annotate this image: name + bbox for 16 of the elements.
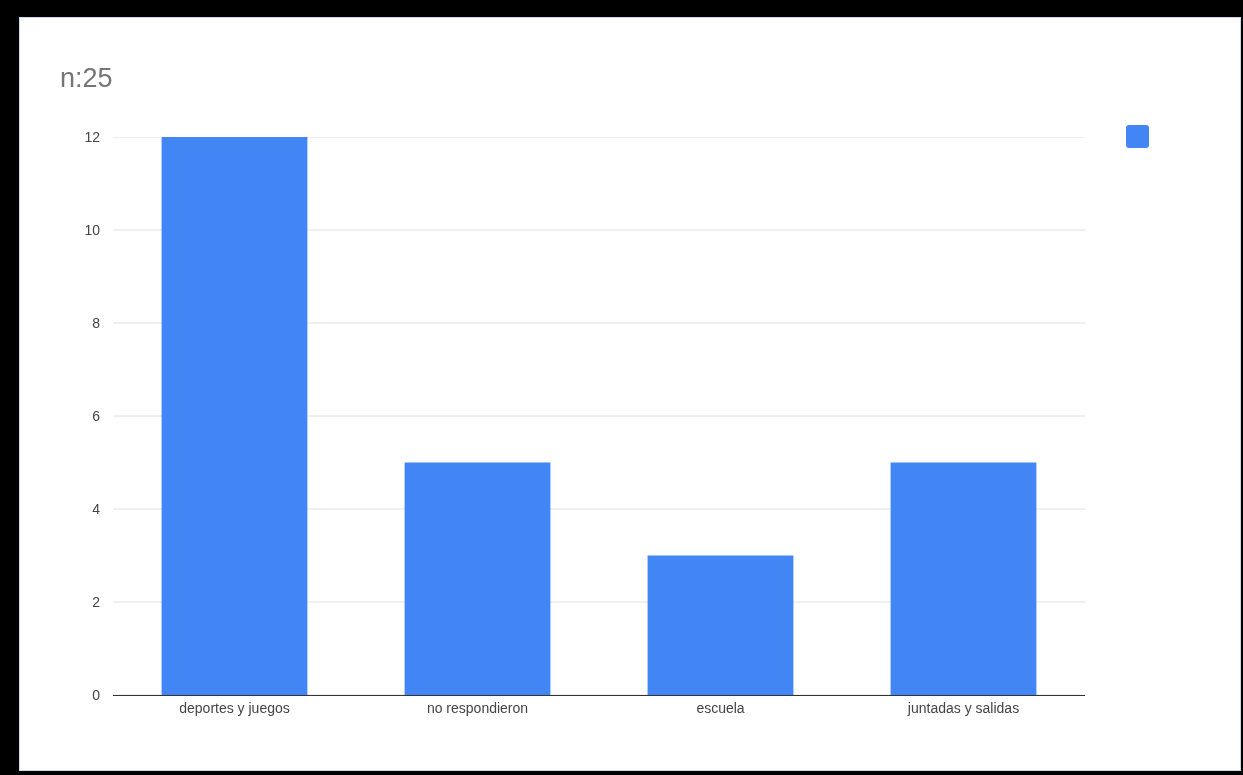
y-tick-label: 8 [92, 314, 101, 331]
x-tick-label: deportes y juegos [179, 699, 290, 716]
y-tick-label: 2 [92, 593, 101, 610]
y-tick-label: 0 [92, 686, 101, 703]
y-tick-label: 12 [84, 128, 101, 145]
y-tick-label: 4 [92, 500, 101, 517]
bar [647, 555, 794, 695]
bar [161, 137, 308, 695]
x-tick-label: juntadas y salidas [906, 699, 1020, 716]
bar [890, 462, 1037, 695]
x-tick-label: escuela [696, 699, 745, 716]
bar [404, 462, 551, 695]
chart-title: n:25 [60, 63, 113, 94]
y-tick-label: 6 [92, 407, 101, 424]
x-tick-label: no respondieron [426, 699, 529, 716]
y-tick-label: 10 [84, 221, 101, 238]
